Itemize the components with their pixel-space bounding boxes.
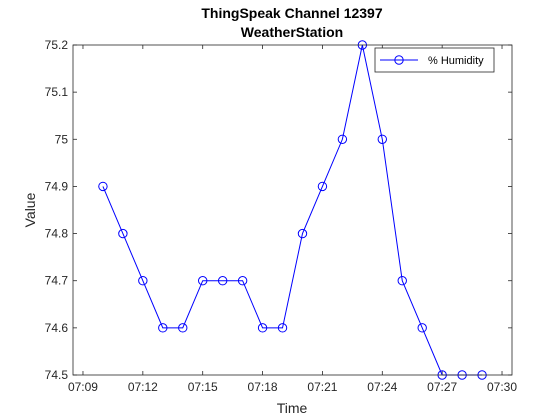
x-tick-label: 07:18 — [248, 380, 278, 394]
x-tick-label: 07:15 — [188, 380, 218, 394]
plot-area-frame — [73, 45, 512, 375]
chart-subtitle: WeatherStation — [241, 24, 343, 40]
x-axis-label: Time — [277, 400, 308, 416]
y-tick-label: 74.8 — [45, 227, 69, 241]
plot-series — [99, 41, 487, 379]
x-tick-label: 07:27 — [427, 380, 457, 394]
x-tick-label: 07:12 — [128, 380, 158, 394]
x-axis-ticks: 07:09 07:12 07:15 07:18 07:21 07:24 07:27 07:30 — [68, 45, 517, 394]
legend: % Humidity — [375, 48, 494, 72]
y-tick-label: 75 — [55, 132, 69, 146]
y-tick-label: 74.7 — [45, 274, 69, 288]
y-axis-label: Value — [22, 192, 38, 227]
legend-label: % Humidity — [428, 55, 484, 67]
y-tick-label: 74.5 — [45, 368, 69, 382]
x-tick-label: 07:21 — [307, 380, 337, 394]
x-tick-label: 07:30 — [487, 380, 517, 394]
y-tick-label: 75.1 — [45, 85, 69, 99]
y-tick-label: 74.6 — [45, 321, 69, 335]
y-tick-label: 75.2 — [45, 38, 69, 52]
y-tick-label: 74.9 — [45, 179, 69, 193]
y-axis-ticks: 74.5 74.6 74.7 74.8 74.9 75 75.1 75.2 — [45, 38, 512, 382]
x-tick-label: 07:09 — [68, 380, 98, 394]
x-tick-label: 07:24 — [367, 380, 397, 394]
chart-title: ThingSpeak Channel 12397 — [201, 5, 382, 21]
